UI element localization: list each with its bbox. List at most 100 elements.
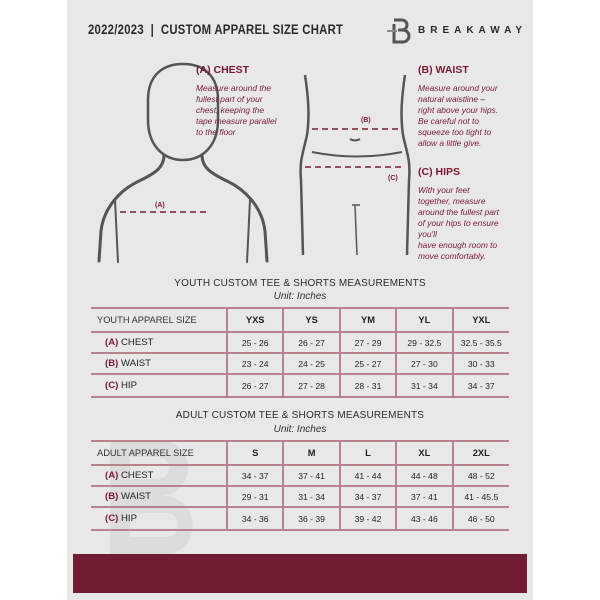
hips-heading: (C) HIPS [418, 166, 460, 178]
table-cell: 29 - 32.5 [395, 332, 453, 354]
table-cell: 31 - 34 [395, 374, 453, 398]
table-cell: 48 - 52 [451, 465, 509, 487]
table-row: (B) WAIST 29 - 31 31 - 34 34 - 37 37 - 41 41 … [91, 486, 509, 508]
youth-size-table: YOUTH APPAREL SIZE YXS YS YM YL YXL (A) CHEST 2… [91, 307, 509, 398]
table-cell: 25 - 27 [338, 353, 397, 375]
row-name: HIP [121, 380, 137, 391]
chest-marker: (A) [155, 202, 165, 209]
row-name: CHEST [121, 337, 154, 348]
desc-line: allow a little give. [418, 138, 482, 148]
row-code: (C) [105, 513, 119, 524]
chest-description: Measure around the fullest part of your ch… [196, 83, 277, 138]
table-cell: 32.5 - 35.5 [451, 332, 509, 354]
desc-line: move comfortably. [418, 251, 486, 261]
table-cell: 34 - 36 [225, 507, 284, 531]
table-cell: 30 - 33 [451, 353, 509, 375]
header-label: YOUTH APPAREL SIZE [91, 307, 227, 333]
size-header: XL [395, 440, 453, 466]
row-label: (A) CHEST [91, 332, 227, 354]
table-cell: 25 - 26 [225, 332, 284, 354]
desc-line: fullest part of your [196, 94, 263, 104]
table-cell: 34 - 37 [225, 465, 284, 487]
table-cell: 23 - 24 [225, 353, 284, 375]
hips-marker: (C) [388, 175, 398, 182]
table-cell: 27 - 29 [338, 332, 397, 354]
table-row: (B) WAIST 23 - 24 24 - 25 25 - 27 27 - 30 30 … [91, 353, 509, 375]
body-figures: (A) (B) (C) [97, 62, 411, 263]
desc-line: you'll [418, 229, 437, 239]
table-cell: 24 - 25 [282, 353, 340, 375]
desc-line: Be careful not to [418, 116, 479, 126]
upper-body-outline [97, 62, 269, 263]
row-name: HIP [121, 513, 137, 524]
desc-line: Measure around the [196, 83, 271, 93]
size-header: YL [395, 307, 453, 333]
row-name: CHEST [121, 470, 154, 481]
row-code: (B) [105, 491, 119, 502]
table-row: (A) CHEST 34 - 37 37 - 41 41 - 44 44 - 48 48 … [91, 465, 509, 487]
table-cell: 27 - 30 [395, 353, 453, 375]
table-cell: 27 - 28 [282, 374, 340, 398]
header-label: ADULT APPAREL SIZE [91, 440, 227, 466]
table-header-row: YOUTH APPAREL SIZE YXS YS YM YL YXL [91, 307, 509, 333]
hips-description: With your feet together, measure around th… [418, 185, 499, 262]
row-label: (A) CHEST [91, 465, 227, 487]
table-cell: 41 - 44 [338, 465, 397, 487]
row-code: (C) [105, 380, 119, 391]
chest-heading: (A) CHEST [196, 64, 250, 76]
row-code: (A) [105, 470, 119, 481]
adult-table-title: ADULT CUSTOM TEE & SHORTS MEASUREMENTS [175, 410, 425, 421]
footer-bar [73, 554, 527, 593]
row-name: WAIST [121, 491, 152, 502]
table-cell: 41 - 45.5 [451, 486, 509, 508]
brand-name: BREAKAWAY [418, 25, 528, 36]
desc-line: Measure around your [418, 83, 498, 93]
size-header: L [338, 440, 397, 466]
size-header: YXS [225, 307, 284, 333]
row-code: (B) [105, 358, 119, 369]
desc-line: to the floor [196, 127, 236, 137]
row-label: (C) HIP [91, 507, 227, 531]
size-header: M [282, 440, 340, 466]
table-cell: 37 - 41 [282, 465, 340, 487]
desc-line: together, measure [418, 196, 486, 206]
desc-line: of your hips to ensure [418, 218, 499, 228]
row-label: (C) HIP [91, 374, 227, 398]
desc-line: With your feet [418, 185, 470, 195]
lower-body-outline [299, 74, 411, 256]
measure-lines [120, 128, 405, 213]
table-row: (C) HIP 26 - 27 27 - 28 28 - 31 31 - 34 34 - … [91, 374, 509, 398]
desc-line: natural waistline – [418, 94, 486, 104]
row-label: (B) WAIST [91, 353, 227, 375]
desc-line: chest, keeping the [196, 105, 264, 115]
table-row: (C) HIP 34 - 36 36 - 39 39 - 42 43 - 46 46 - … [91, 507, 509, 531]
desc-line: tape measure parallel [196, 116, 277, 126]
table-cell: 34 - 37 [338, 486, 397, 508]
desc-line: right above your hips. [418, 105, 499, 115]
table-cell: 43 - 46 [395, 507, 453, 531]
table-cell: 29 - 31 [225, 486, 284, 508]
waist-description: Measure around your natural waistline – ri… [418, 83, 498, 149]
size-header: 2XL [451, 440, 509, 466]
row-label: (B) WAIST [91, 486, 227, 508]
table-cell: 37 - 41 [395, 486, 453, 508]
size-header: YM [338, 307, 397, 333]
size-header: YXL [451, 307, 509, 333]
breakaway-logo [387, 18, 411, 44]
adult-unit: Unit: Inches [273, 424, 327, 435]
row-name: WAIST [121, 358, 152, 369]
table-header-row: ADULT APPAREL SIZE S M L XL 2XL [91, 440, 509, 466]
table-cell: 31 - 34 [282, 486, 340, 508]
size-header: S [225, 440, 284, 466]
waist-heading: (B) WAIST [418, 64, 469, 76]
youth-unit: Unit: Inches [273, 291, 327, 302]
table-cell: 46 - 50 [451, 507, 509, 531]
size-header: YS [282, 307, 340, 333]
adult-size-table: ADULT APPAREL SIZE S M L XL 2XL (A) CHEST 34 - … [91, 440, 509, 531]
waist-marker: (B) [361, 117, 371, 124]
table-row: (A) CHEST 25 - 26 26 - 27 27 - 29 29 - 32.5 3… [91, 332, 509, 354]
table-cell: 26 - 27 [225, 374, 284, 398]
page-title: 2022/2023 | CUSTOM APPAREL SIZE CHART [88, 22, 344, 37]
desc-line: around the fullest part [418, 207, 500, 217]
row-code: (A) [105, 337, 119, 348]
